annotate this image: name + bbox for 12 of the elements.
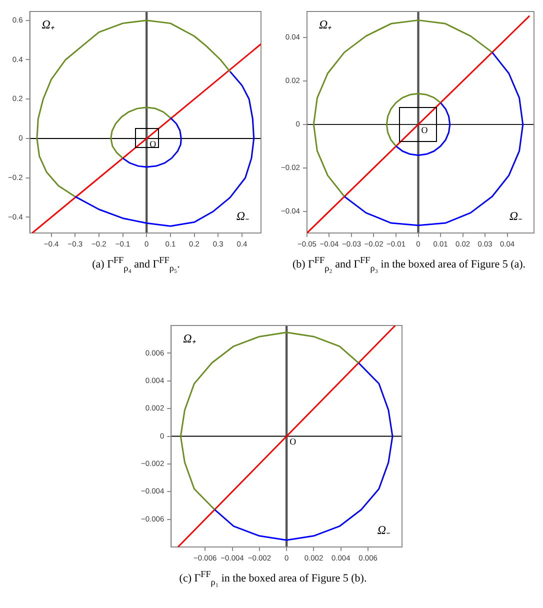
- annotation: O: [290, 436, 297, 447]
- text: (c) Γ$^{FF}$$_{ρ₁}$ in the boxed area of Figure 5 (b).: [178, 568, 368, 589]
- annotation: O: [150, 138, 157, 149]
- annotation: Ω₊: [183, 332, 196, 346]
- text: (a) Γ$^{FF}$$_{ρ₄}$ and Γ$^{FF}$$_{ρ₅}$.: [91, 254, 181, 275]
- text: (b) Γ$^{FF}$$_{ρ₂}$ and Γ$^{FF}$$_{ρ₃}$ in the boxed area of Figure 5 (a).: [291, 254, 527, 275]
- annotation: O: [421, 124, 428, 135]
- annotation: Ω₋: [236, 209, 249, 224]
- annotation: Ω₊: [318, 18, 332, 32]
- annotation: Ω₊: [42, 18, 54, 32]
- annotation: Ω₋: [509, 209, 522, 224]
- annotation: Ω₋: [377, 523, 390, 538]
